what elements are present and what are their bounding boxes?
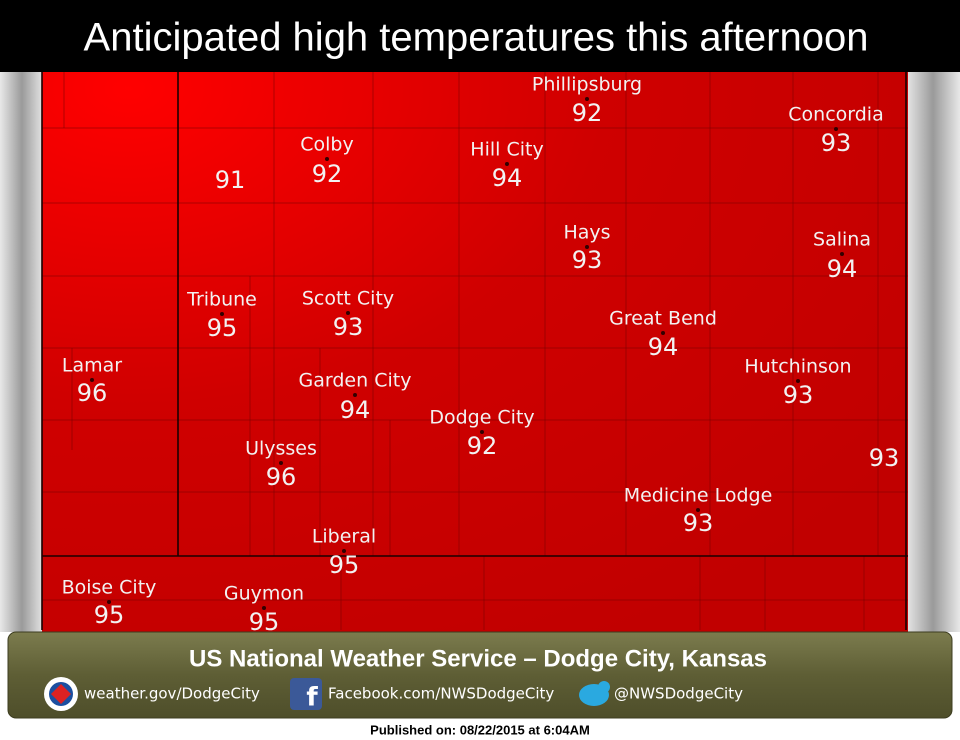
nws-icon [44,677,78,711]
city-dot [480,430,484,434]
city-temp: 94 [492,164,523,192]
published: Published on: 08/22/2015 at 6:04AM [370,722,590,737]
city-temp: 95 [94,601,125,629]
city-name: Great Bend [609,308,717,330]
city-dot [325,157,329,161]
city-name: Scott City [302,288,394,310]
city-dot [220,312,224,316]
city-temp: 93 [683,509,714,537]
city-dot [661,331,665,335]
title: Anticipated high temperatures this after… [84,16,869,60]
svg-text:f: f [306,683,318,713]
city-name: Hays [563,222,610,244]
city-name: Garden City [299,370,412,392]
city-name: Lamar [62,355,122,377]
city-name: Colby [300,134,353,156]
city-name: Dodge City [429,407,534,429]
city-temp: 93 [783,381,814,409]
city-name: Liberal [312,526,376,548]
website: weather.gov/DodgeCity [84,685,260,703]
city-dot [353,393,357,397]
city-temp: 94 [648,333,679,361]
temp: 91 [215,166,246,194]
city-temp: 94 [340,396,371,424]
city-temp: 92 [467,432,498,460]
side-panel [0,72,44,632]
city-name: Hutchinson [744,356,851,378]
city-temp: 95 [207,314,238,342]
city-temp: 92 [312,160,343,188]
city-dot [505,162,509,166]
city-name: Tribune [186,289,257,311]
city-labels: Phillipsburg 92 Concordia 93 Colby 92 Hill Cit… [62,74,900,637]
city-dot [840,252,844,256]
city-dot [585,245,589,249]
city-dot [262,606,266,610]
city-name: Guymon [224,583,304,605]
city-name: Medicine Lodge [624,485,773,507]
city-name: Hill City [470,139,543,161]
agency: US National Weather Service – Dodge City… [189,645,767,672]
temp: 93 [869,444,900,472]
city-temp: 93 [821,129,852,157]
city-name: Phillipsburg [532,74,642,96]
twitter: @NWSDodgeCity [614,685,743,703]
city-temp: 92 [572,99,603,127]
city-name: Ulysses [245,438,317,460]
city-name: Concordia [788,104,883,126]
city-dot [279,461,283,465]
city-temp: 94 [827,255,858,283]
city-temp: 95 [249,608,280,636]
city-dot [342,549,346,553]
title-bar [0,0,960,72]
footer-box [7,631,953,719]
city-dot [585,97,589,101]
city-temp: 96 [266,463,297,491]
side-panel [906,72,960,632]
city-temp: 93 [333,313,364,341]
twitter-icon [579,681,610,706]
city-name: Salina [813,229,871,251]
city-dot [696,508,700,512]
city-temp: 95 [329,551,360,579]
city-dot [107,600,111,604]
city-dot [90,378,94,382]
facebook: Facebook.com/NWSDodgeCity [328,685,554,703]
city-temp: 96 [77,379,108,407]
facebook-icon: f [290,678,322,713]
city-name: Boise City [62,577,157,599]
city-temp: 93 [572,246,603,274]
county-lines [41,72,908,630]
city-dot [346,311,350,315]
city-dot [834,127,838,131]
city-dot [796,379,800,383]
